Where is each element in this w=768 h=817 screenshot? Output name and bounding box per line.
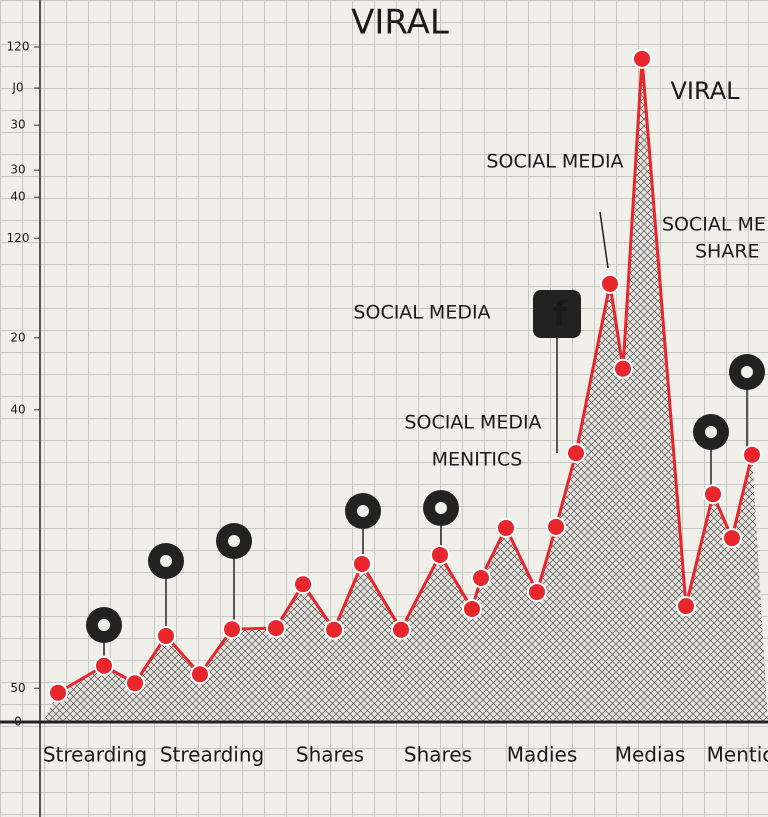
x-tick-label: Mentic [707, 743, 768, 767]
icon-glyph [741, 366, 753, 378]
icon-glyph [228, 535, 240, 547]
x-tick-label: Medias [615, 743, 686, 767]
y-tick-label: 40 [10, 190, 25, 204]
annotation: VIRAL [671, 77, 741, 105]
y-tick-label: 30 [10, 118, 25, 132]
icon-glyph [435, 502, 447, 514]
facebook-icon [533, 290, 581, 338]
point [676, 596, 696, 617]
y-tick-label: 20 [10, 330, 25, 344]
annotation: MENITICS [432, 449, 523, 471]
y-tick-label: 50 [10, 681, 25, 695]
y-tick-label: 120 [7, 231, 30, 245]
y-tick-label: 40 [10, 402, 25, 416]
point [742, 444, 762, 465]
point [324, 619, 344, 640]
point [613, 358, 633, 379]
point [566, 443, 586, 464]
point [703, 484, 723, 505]
x-tick-label: Strearding [160, 743, 264, 767]
annotation: SHARE [695, 241, 760, 263]
point [496, 517, 516, 538]
point [600, 273, 620, 294]
y-tick-label: 120 [7, 40, 30, 54]
chart-title: VIRAL [351, 3, 449, 43]
point [293, 574, 313, 595]
point [632, 48, 652, 69]
point [430, 544, 450, 565]
point [471, 568, 491, 588]
point [266, 618, 286, 639]
point [722, 528, 742, 549]
point [222, 619, 242, 640]
icon-glyph [160, 555, 172, 567]
x-tick-label: Shares [404, 743, 472, 767]
x-tick-label: Madies [507, 743, 578, 767]
point [352, 553, 372, 574]
icon-stem [599, 211, 609, 269]
x-tick-label: Shares [296, 743, 364, 767]
icon-glyph [705, 426, 717, 438]
point [125, 673, 145, 694]
y-tick-label: J0 [11, 81, 23, 95]
point [156, 625, 176, 646]
icon-glyph [357, 505, 369, 517]
area [43, 58, 768, 722]
icon-glyph [98, 619, 110, 631]
annotation: SOCIAL MEDIA [404, 412, 541, 434]
point [527, 582, 547, 603]
point [190, 664, 210, 685]
point [462, 598, 482, 619]
annotation: SOCIAL MEDIA [486, 151, 623, 173]
point [94, 655, 114, 676]
y-tick-label: 30 [10, 163, 25, 177]
point [48, 682, 68, 703]
annotation: SOCIAL ME [662, 214, 766, 236]
point [391, 619, 411, 640]
point [546, 516, 566, 537]
facebook-glyph: f [553, 295, 569, 335]
x-tick-label: Strearding [43, 743, 147, 767]
annotation: SOCIAL MEDIA [353, 302, 490, 324]
